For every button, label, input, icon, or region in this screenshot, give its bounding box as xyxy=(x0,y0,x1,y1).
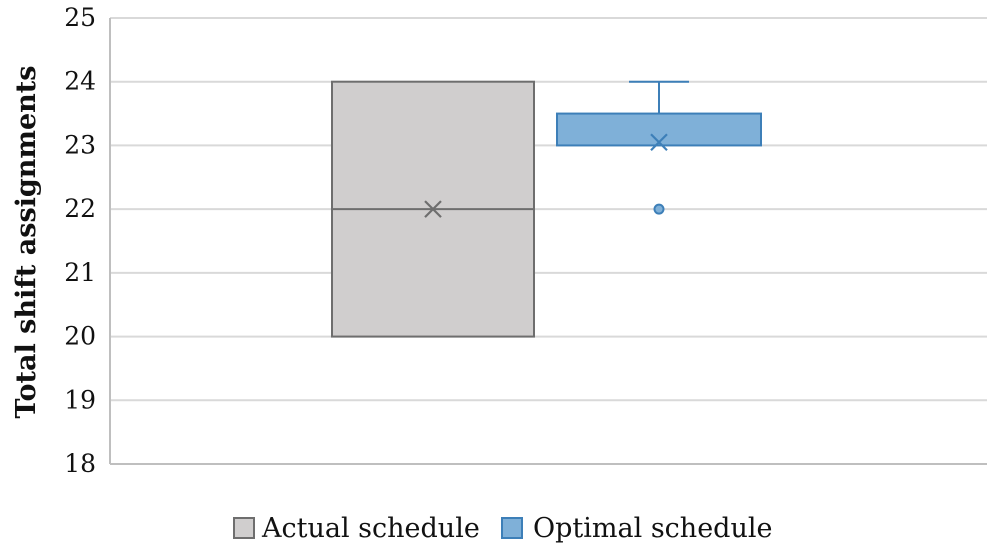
y-tick-label: 18 xyxy=(64,449,96,478)
legend-label: Actual schedule xyxy=(261,513,480,544)
gridlines xyxy=(110,17,987,465)
boxes xyxy=(331,80,762,338)
box-actual xyxy=(331,80,535,338)
y-tick-label: 20 xyxy=(64,322,96,351)
legend-swatch xyxy=(501,517,523,539)
y-axis-title: Total shift assignments xyxy=(11,66,42,419)
legend-item: Actual schedule xyxy=(233,513,480,544)
mean-marker xyxy=(424,200,442,218)
y-tick-label: 24 xyxy=(64,67,96,96)
mean-marker xyxy=(650,133,668,152)
box-optimal xyxy=(556,80,762,215)
y-tick-label: 23 xyxy=(64,130,96,159)
legend-label: Optimal schedule xyxy=(533,513,772,544)
outlier-point xyxy=(653,203,665,215)
y-tick-label: 22 xyxy=(64,194,96,223)
y-tick-label: 25 xyxy=(64,3,96,32)
y-tick-label: 21 xyxy=(64,258,96,287)
y-axis-ticks: 18 19 20 21 22 23 24 25 xyxy=(64,3,96,478)
y-tick-label: 19 xyxy=(64,385,96,414)
plot-frame xyxy=(109,18,987,465)
box-body xyxy=(556,112,762,147)
legend-swatch xyxy=(233,517,255,539)
legend: Actual schedule Optimal schedule xyxy=(233,513,772,544)
legend-item: Optimal schedule xyxy=(501,513,772,544)
